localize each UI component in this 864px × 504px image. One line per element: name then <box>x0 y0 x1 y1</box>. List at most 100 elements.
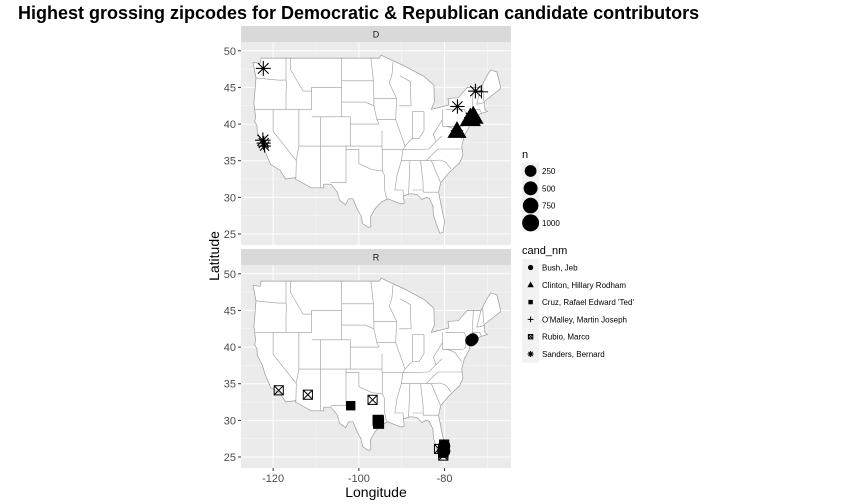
data-point <box>439 439 450 450</box>
x-axis-label: Longitude <box>345 484 407 500</box>
data-point-diag-b <box>438 450 449 461</box>
data-point <box>255 60 271 76</box>
data-point-mark <box>373 417 385 429</box>
facet-strip-label: D <box>373 30 380 40</box>
y-tick-label: 40 <box>224 342 236 354</box>
state-border <box>346 372 387 422</box>
data-point <box>258 139 272 153</box>
data-point <box>467 333 479 345</box>
shape-legend-key-diag-b <box>528 334 534 340</box>
state-border <box>255 58 287 81</box>
state-border <box>399 298 412 330</box>
chart-title: Highest grossing zipcodes for Democratic… <box>18 3 700 23</box>
shape-legend-key-mark <box>528 299 533 305</box>
state-border <box>476 310 482 328</box>
state-border <box>472 332 482 337</box>
state-border <box>476 101 485 105</box>
data-point-ray <box>451 101 463 112</box>
data-point-ray <box>469 85 482 97</box>
data-point-ray <box>257 62 269 75</box>
shape-legend-key-ray <box>528 351 534 357</box>
state-border <box>433 119 443 142</box>
data-points <box>255 60 489 153</box>
state-border <box>422 189 439 193</box>
state-border <box>311 116 379 125</box>
size-legend-label: 250 <box>542 167 556 176</box>
state-border <box>370 58 380 125</box>
y-axis-label: Latitude <box>206 231 222 281</box>
data-point <box>373 415 384 427</box>
shape-legend-label: Rubio, Marco <box>542 333 590 342</box>
data-point-diag-b <box>273 385 284 396</box>
data-point-box <box>439 439 450 450</box>
state-border <box>272 332 297 401</box>
data-point-box <box>367 394 378 405</box>
data-point-mark <box>462 105 484 124</box>
data-point <box>468 83 483 99</box>
state-border <box>431 159 452 169</box>
state-border <box>341 101 375 107</box>
facet-strip <box>241 26 511 42</box>
state-border <box>346 149 387 199</box>
state-border <box>330 369 347 407</box>
legend: n 250 500 750 1000 cand_nm Bush, Jeb Clinton, H… <box>522 149 634 363</box>
data-point-diag-b <box>373 415 384 427</box>
state-border <box>401 148 463 161</box>
size-legend-label: 750 <box>542 202 556 211</box>
shape-legend-key-mark <box>527 281 534 288</box>
shape-legend: cand_nm Bush, Jeb Clinton, Hillary Rodham C… <box>522 245 634 363</box>
shape-legend-title: cand_nm <box>522 245 567 257</box>
y-tick-label: 45 <box>224 82 236 94</box>
size-legend-title: n <box>522 149 528 161</box>
y-tick-label: 30 <box>224 192 236 204</box>
size-legend-dot <box>524 165 537 177</box>
data-point-diag-b <box>434 444 444 454</box>
state-border <box>482 308 484 324</box>
data-point-box <box>302 389 313 400</box>
state-border <box>381 146 403 150</box>
shape-legend-key <box>528 264 534 271</box>
data-point-mark <box>467 333 479 345</box>
y-tick-label: 35 <box>224 379 236 391</box>
x-axis: -120 -100 -80 <box>262 468 453 485</box>
data-point <box>438 450 449 461</box>
state-border <box>426 383 441 406</box>
state-border <box>433 342 443 365</box>
facet-panel-R: R <box>241 249 511 468</box>
data-point <box>462 105 484 124</box>
state-border <box>431 382 452 392</box>
data-point <box>367 394 378 405</box>
data-point <box>255 132 271 149</box>
shape-legend-label: Sanders, Bernard <box>542 350 605 359</box>
state-border <box>408 160 411 195</box>
data-point-mark <box>346 401 356 411</box>
data-point <box>256 136 271 151</box>
data-point <box>450 99 465 114</box>
facet-strip <box>241 249 511 265</box>
state-border <box>255 281 287 304</box>
state-border <box>403 358 443 374</box>
y-tick-label: 50 <box>224 46 236 58</box>
state-border <box>412 334 425 363</box>
state-border <box>381 369 403 374</box>
shape-legend-label: Clinton, Hillary Rodham <box>542 281 626 290</box>
data-point-diag-b <box>302 389 313 400</box>
data-point-box <box>373 415 384 427</box>
state-border <box>401 371 463 385</box>
x-tick-label: -100 <box>348 473 370 485</box>
size-legend-label: 1000 <box>542 219 560 228</box>
shape-legend-key <box>527 281 534 288</box>
data-point <box>373 417 385 429</box>
y-tick-label: 35 <box>224 156 236 168</box>
y-axis: 25 30 35 40 45 50 25 30 35 40 45 50 <box>224 46 241 464</box>
y-tick-label: 40 <box>224 119 236 131</box>
state-border <box>422 412 439 416</box>
x-tick-label: -80 <box>437 473 453 485</box>
state-border <box>286 58 343 110</box>
data-point <box>273 385 284 396</box>
facet-panels: DR <box>241 26 511 468</box>
data-point <box>474 85 489 99</box>
y-tick-label: 30 <box>224 415 236 427</box>
size-legend-dot <box>523 181 538 196</box>
